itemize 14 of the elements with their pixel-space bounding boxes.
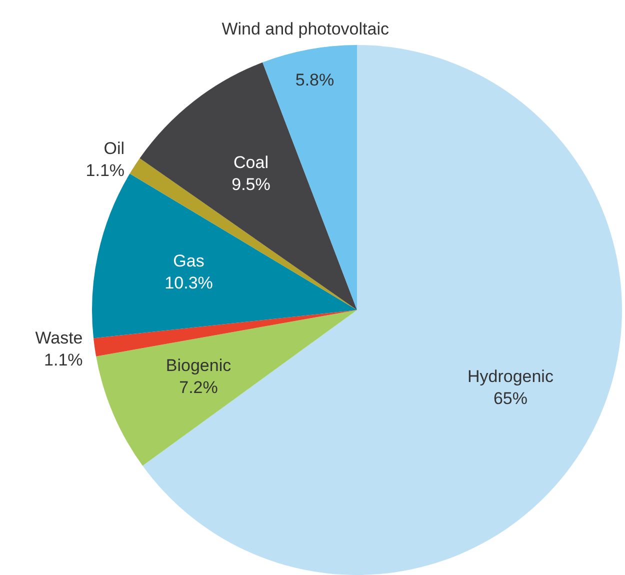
data-label: 9.5%: [232, 174, 270, 194]
data-label: 5.8%: [295, 70, 334, 90]
slice-label: Wind and photovoltaic: [222, 19, 390, 38]
data-label: 1.1%: [86, 161, 125, 180]
slice-label: Hydrogenic: [467, 366, 554, 386]
slice-label: Coal: [234, 152, 268, 172]
data-label: 7.2%: [179, 378, 218, 398]
slice-label: Biogenic: [166, 356, 232, 376]
slice-label: Gas: [173, 252, 204, 271]
slice-label: Oil: [104, 139, 125, 158]
data-label: 10.3%: [164, 274, 213, 293]
slice-label: Waste: [35, 328, 83, 348]
data-label: 1.1%: [44, 350, 83, 370]
data-label: 65%: [493, 388, 528, 408]
